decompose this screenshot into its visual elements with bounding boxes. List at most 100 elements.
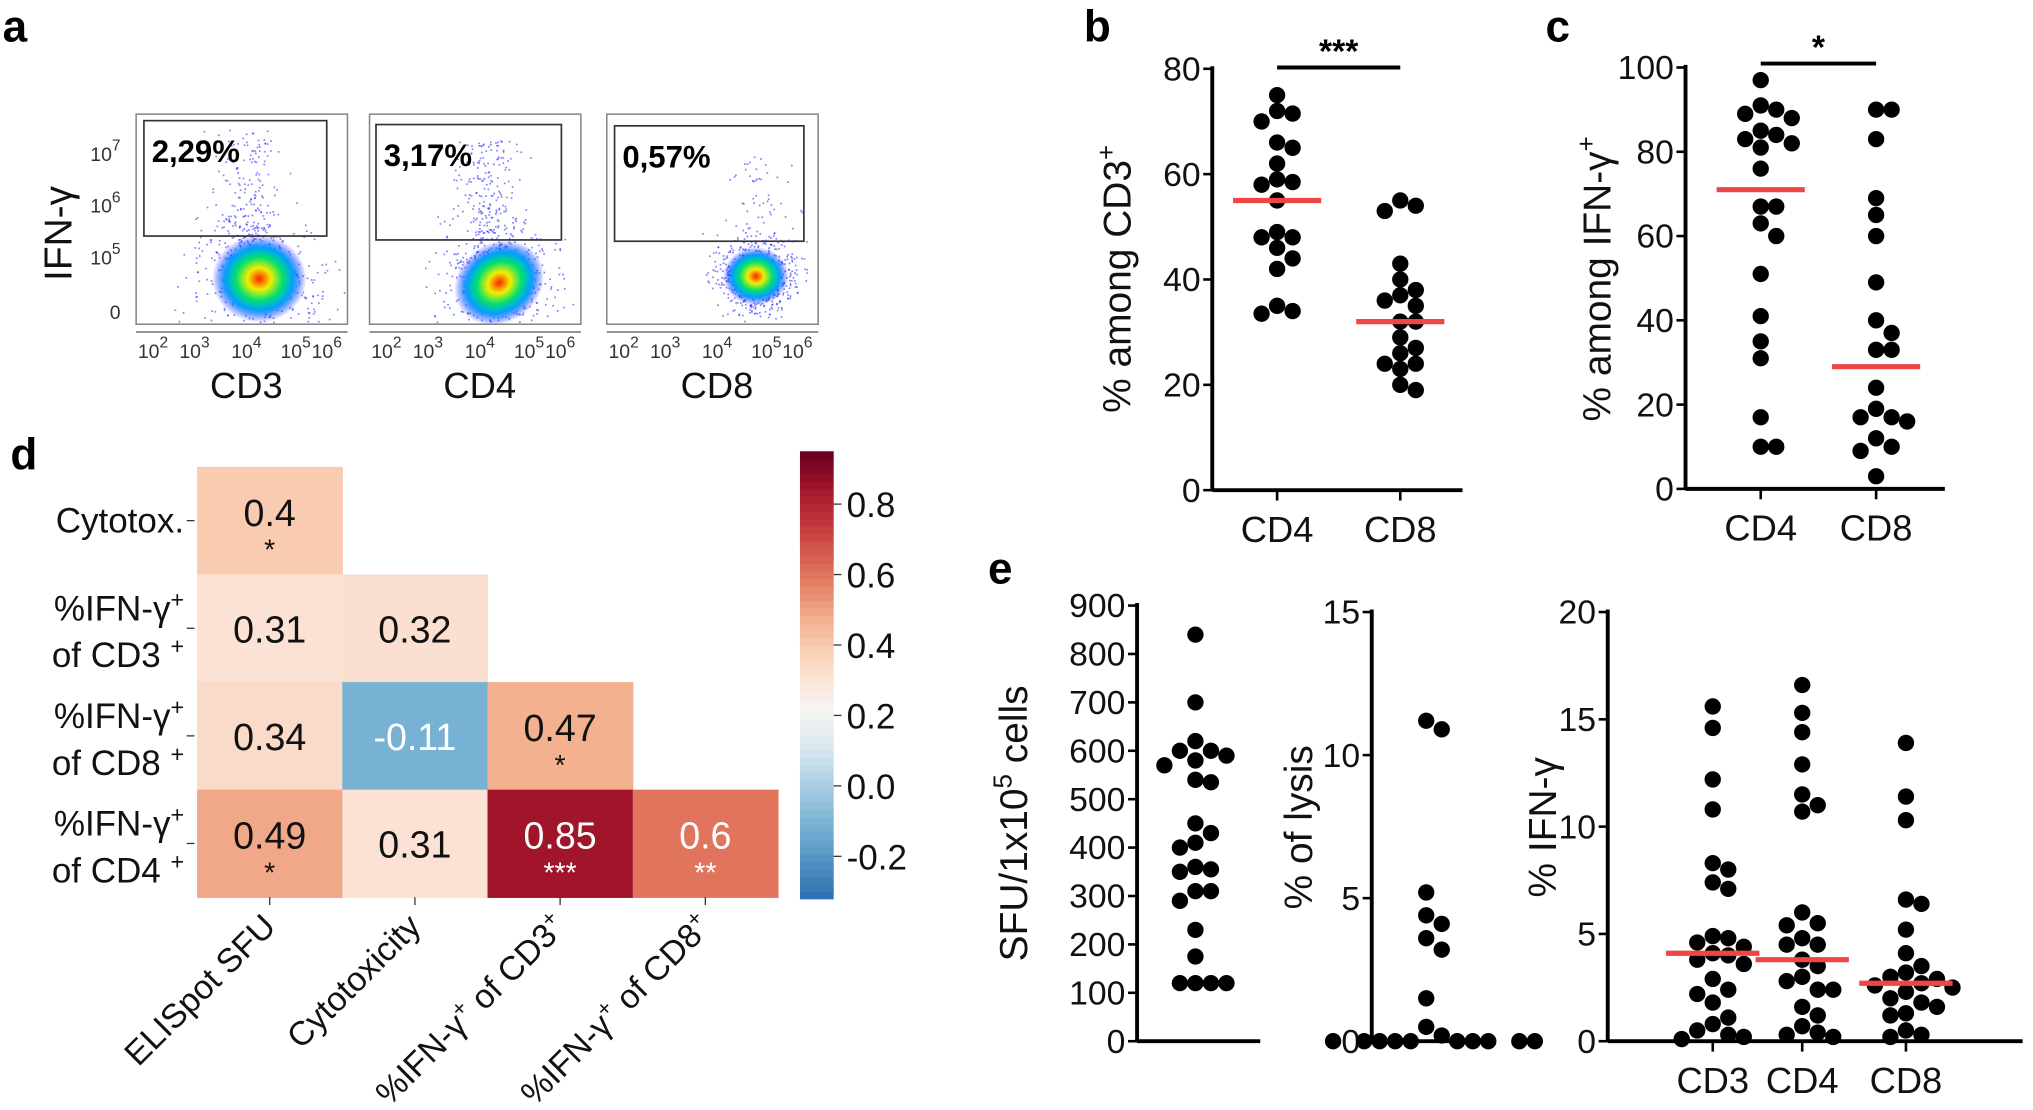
- data-point: [1268, 223, 1286, 241]
- flow-event-dot: [806, 241, 808, 243]
- flow-event-dot: [480, 240, 482, 243]
- colorbar-segment: [799, 704, 834, 713]
- flow-event-dot: [558, 267, 561, 269]
- flow-event-dot: [206, 243, 208, 246]
- flow-event-dot: [311, 295, 314, 297]
- flow-x-axis-label: CD8: [681, 365, 754, 406]
- heatmap-cell-significance: **: [694, 857, 716, 889]
- flow-event-dot: [303, 236, 306, 238]
- text-part: 10: [782, 341, 804, 363]
- flow-event-dot: [317, 294, 319, 297]
- flow-event-dot: [513, 226, 515, 229]
- flow-event-dot: [794, 282, 797, 285]
- colorbar-segment: [799, 697, 834, 706]
- y-tick-label: 40: [1163, 261, 1201, 299]
- flow-event-dot: [489, 141, 492, 144]
- flow-event-dot: [449, 307, 451, 309]
- flow-event-dot: [522, 228, 525, 231]
- flow-event-dot: [477, 161, 479, 164]
- colorbar-segment: [799, 458, 834, 467]
- flow-event-dot: [478, 160, 481, 162]
- flow-event-dot: [505, 166, 508, 169]
- colorbar-segment: [799, 831, 834, 840]
- heatmap-cell-value: 0.34: [233, 716, 306, 758]
- data-point: [1882, 1028, 1899, 1046]
- flow-event-dot: [489, 143, 492, 146]
- flow-event-dot: [307, 320, 310, 323]
- flow-event-dot: [200, 229, 203, 232]
- heatmap-cell-fill: [197, 682, 343, 791]
- superscript: +: [170, 587, 184, 613]
- flow-event-dot: [221, 214, 224, 216]
- flow-event-dot: [439, 289, 441, 292]
- flow-event-dot: [753, 156, 756, 159]
- flow-event-dot: [736, 239, 739, 241]
- flow-event-dot: [806, 272, 809, 275]
- flow-x-tick-label: 104: [465, 335, 496, 363]
- colorbar-segment: [799, 891, 834, 900]
- tick-exponent: 3: [201, 335, 210, 352]
- flow-event-dot: [467, 201, 470, 204]
- data-point: [1897, 964, 1915, 981]
- flow-event-dot: [477, 244, 479, 247]
- flow-event-dot: [525, 209, 528, 211]
- flow-event-dot: [266, 143, 269, 145]
- flow-event-dot: [764, 310, 767, 313]
- significance-stars: ***: [1319, 32, 1359, 70]
- flow-event-dot: [766, 172, 769, 174]
- flow-event-dot: [223, 309, 226, 312]
- flow-density-core: [454, 240, 545, 326]
- flow-event-dot: [483, 187, 486, 190]
- data-point: [1913, 895, 1930, 913]
- data-point: [1407, 381, 1424, 399]
- flow-event-dot: [507, 160, 509, 162]
- colorbar-segment: [799, 548, 834, 557]
- colorbar-segment: [799, 876, 834, 885]
- flow-event-dot: [251, 132, 254, 135]
- flow-event-dot: [218, 243, 221, 246]
- data-point: [1704, 854, 1721, 872]
- data-point: [1187, 752, 1204, 769]
- flow-event-dot: [504, 205, 507, 208]
- flow-event-dot: [233, 205, 236, 208]
- flow-event-dot: [250, 198, 252, 200]
- flow-event-dot: [773, 208, 775, 211]
- flow-event-dot: [759, 304, 762, 307]
- data-point: [1253, 305, 1270, 322]
- flow-event-dot: [462, 261, 465, 264]
- colorbar-segment: [799, 779, 834, 788]
- colorbar-tick-label: 0.0: [847, 768, 896, 807]
- tick-exponent: 2: [630, 335, 639, 352]
- flow-event-dot: [247, 215, 250, 217]
- flow-event-dot: [474, 231, 477, 234]
- data-point: [1883, 324, 1900, 342]
- flow-event-dot: [473, 247, 475, 250]
- flow-x-tick-label: 106: [545, 335, 575, 363]
- flow-event-dot: [744, 320, 746, 323]
- flow-event-dot: [732, 251, 734, 254]
- flow-event-dot: [488, 211, 491, 213]
- heatmap-cell-value: 0.49: [233, 815, 306, 857]
- y-axis-label-superscript: +: [1573, 136, 1601, 151]
- flow-event-dot: [805, 280, 808, 282]
- text-part: 10: [312, 341, 334, 363]
- data-point: [1376, 292, 1393, 309]
- flow-event-dot: [792, 277, 795, 279]
- flow-event-dot: [496, 237, 499, 240]
- flow-event-dot: [794, 264, 797, 267]
- flow-event-dot: [784, 215, 787, 218]
- flow-event-dot: [766, 200, 769, 203]
- flow-event-dot: [763, 304, 765, 307]
- text-part: of CD4: [52, 851, 171, 890]
- flow-y-tick-label: 106: [90, 189, 120, 217]
- flow-event-dot: [272, 211, 275, 213]
- flow-event-dot: [776, 176, 779, 179]
- colorbar-segment: [799, 756, 834, 766]
- flow-event-dot: [451, 275, 454, 278]
- flow-event-dot: [714, 260, 717, 263]
- flow-event-dot: [182, 312, 185, 314]
- flow-event-dot: [232, 161, 235, 164]
- flow-event-dot: [262, 228, 264, 231]
- flow-event-dot: [499, 212, 502, 215]
